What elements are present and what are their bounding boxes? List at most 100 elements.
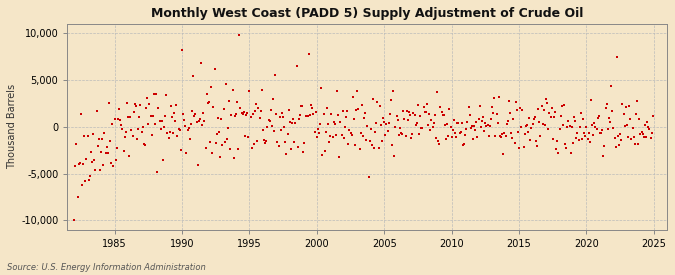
Point	[562, 124, 573, 129]
Point	[194, 117, 205, 121]
Point	[236, 111, 247, 116]
Point	[177, 48, 188, 52]
Point	[480, 121, 491, 125]
Point	[354, 147, 365, 151]
Point	[308, 111, 319, 116]
Text: Source: U.S. Energy Information Administration: Source: U.S. Energy Information Administ…	[7, 263, 205, 272]
Point	[617, 101, 628, 106]
Point	[632, 99, 643, 103]
Point	[130, 103, 141, 108]
Point	[342, 109, 352, 113]
Point	[404, 110, 414, 114]
Point	[280, 139, 291, 144]
Point	[485, 117, 496, 122]
Point	[519, 131, 530, 136]
Point	[387, 142, 398, 147]
Point	[335, 120, 346, 124]
Point	[385, 112, 396, 117]
Point	[399, 117, 410, 122]
Point	[133, 127, 144, 131]
Point	[150, 122, 161, 126]
Point	[634, 116, 645, 121]
Point	[400, 134, 411, 138]
Point	[574, 125, 585, 129]
Point	[615, 132, 626, 137]
Point	[96, 150, 107, 154]
Point	[267, 123, 277, 128]
Point	[279, 125, 290, 130]
Point	[155, 126, 166, 131]
Point	[625, 117, 636, 121]
Point	[392, 118, 403, 123]
Point	[144, 102, 155, 106]
Point	[336, 133, 347, 138]
Point	[302, 114, 313, 119]
Point	[637, 131, 648, 136]
Point	[275, 128, 286, 132]
Point	[427, 125, 438, 129]
Point	[277, 115, 288, 119]
Point	[504, 99, 514, 103]
Point	[470, 128, 481, 132]
Point	[445, 125, 456, 130]
Point	[495, 134, 506, 139]
Point	[126, 128, 137, 133]
Point	[331, 89, 342, 93]
Point	[298, 150, 308, 154]
Point	[300, 114, 311, 119]
Point	[472, 134, 483, 139]
Point	[630, 112, 641, 116]
Point	[145, 114, 156, 119]
Point	[462, 120, 472, 124]
Point	[481, 123, 492, 128]
Point	[97, 136, 107, 141]
Point	[83, 178, 94, 183]
Point	[424, 112, 435, 116]
Point	[135, 103, 146, 107]
Point	[355, 130, 366, 135]
Point	[178, 112, 188, 116]
Point	[269, 129, 279, 133]
Point	[137, 124, 148, 129]
Point	[433, 139, 443, 143]
Point	[570, 119, 580, 123]
Point	[257, 128, 268, 133]
Point	[465, 126, 476, 130]
Point	[627, 126, 638, 131]
Point	[544, 111, 555, 116]
Point	[375, 123, 386, 127]
Point	[626, 137, 637, 142]
Point	[319, 148, 330, 153]
Point	[79, 134, 90, 138]
Point	[338, 135, 349, 140]
Point	[235, 106, 246, 110]
Point	[153, 106, 164, 110]
Point	[506, 131, 516, 136]
Point	[492, 121, 503, 126]
Point	[198, 111, 209, 116]
Point	[107, 122, 117, 126]
Point	[473, 117, 484, 121]
Point	[182, 128, 193, 132]
Point	[321, 105, 332, 110]
Point	[174, 128, 185, 133]
Point	[173, 127, 184, 131]
Point	[199, 119, 210, 123]
Point	[215, 154, 225, 159]
Point	[493, 95, 504, 99]
Point	[646, 131, 657, 136]
Point	[234, 33, 245, 37]
Point	[186, 122, 196, 126]
Point	[464, 112, 475, 117]
Point	[390, 125, 401, 130]
Point	[325, 134, 335, 139]
Point	[238, 112, 248, 117]
Point	[259, 138, 269, 142]
Point	[225, 147, 236, 151]
Point	[377, 138, 387, 143]
Point	[271, 112, 281, 116]
Point	[165, 104, 176, 108]
Point	[583, 137, 593, 142]
Point	[452, 120, 462, 125]
Point	[416, 126, 427, 130]
